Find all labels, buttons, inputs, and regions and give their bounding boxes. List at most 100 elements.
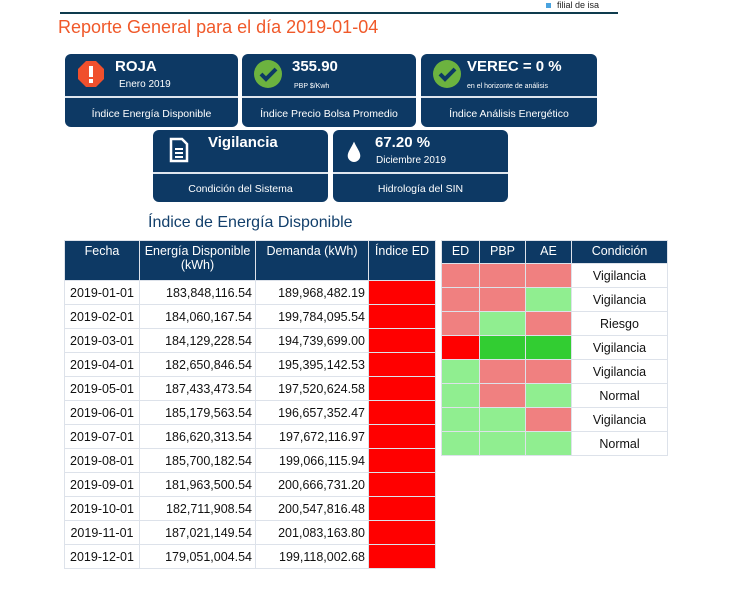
energia-cell: 183,848,116.54	[139, 280, 256, 305]
indice-ed-cell	[368, 448, 436, 473]
pbp-status-cell	[479, 263, 526, 288]
table-row: Vigilancia	[441, 359, 668, 384]
energia-cell: 187,433,473.54	[139, 376, 256, 401]
fecha-cell: 2019-03-01	[64, 328, 140, 353]
condition-table: ED PBP AE Condición Vigilancia Vigilancia…	[441, 240, 668, 456]
ed-status-cell	[441, 407, 480, 432]
card-precio-bolsa[interactable]: 355.90 PBP $/Kwh Índice Precio Bolsa Pro…	[242, 54, 416, 127]
demanda-cell: 200,547,816.48	[255, 496, 369, 521]
check-circle-icon	[254, 60, 282, 88]
indice-ed-cell	[368, 304, 436, 329]
card-condicion-sistema[interactable]: Vigilancia Condición del Sistema	[153, 130, 328, 202]
table-row: Riesgo	[441, 311, 668, 336]
table-row: 2019-09-01 181,963,500.54 200,666,731.20	[64, 472, 436, 497]
energia-cell: 187,021,149.54	[139, 520, 256, 545]
table-row: Normal	[441, 383, 668, 408]
indice-ed-cell	[368, 376, 436, 401]
table-row: Vigilancia	[441, 263, 668, 288]
ed-status-cell	[441, 311, 480, 336]
energia-cell: 182,711,908.54	[139, 496, 256, 521]
fecha-cell: 2019-01-01	[64, 280, 140, 305]
table-row: 2019-11-01 187,021,149.54 201,083,163.80	[64, 520, 436, 545]
table-row: Vigilancia	[441, 335, 668, 360]
energy-table: Fecha Energía Disponible (kWh) Demanda (…	[64, 240, 436, 569]
demanda-cell: 200,666,731.20	[255, 472, 369, 497]
condicion-cell: Vigilancia	[571, 407, 668, 432]
indice-ed-cell	[368, 544, 436, 569]
indice-ed-cell	[368, 328, 436, 353]
ed-status-cell	[441, 383, 480, 408]
table-row: 2019-06-01 185,179,563.54 196,657,352.47	[64, 400, 436, 425]
demanda-cell: 199,118,002.68	[255, 544, 369, 569]
demanda-cell: 196,657,352.47	[255, 400, 369, 425]
col-demanda: Demanda (kWh)	[255, 240, 369, 281]
card-label: Condición del Sistema	[188, 183, 293, 195]
pbp-status-cell	[479, 431, 526, 456]
table-row: 2019-05-01 187,433,473.54 197,520,624.58	[64, 376, 436, 401]
ae-status-cell	[525, 383, 572, 408]
pbp-status-cell	[479, 311, 526, 336]
ed-status-cell	[441, 287, 480, 312]
table-row: 2019-04-01 182,650,846.54 195,395,142.53	[64, 352, 436, 377]
card-label: Hidrología del SIN	[377, 183, 464, 195]
ed-status-cell	[441, 431, 480, 456]
card-hidrologia[interactable]: 67.20 % Diciembre 2019 Hidrología del SI…	[333, 130, 508, 202]
pbp-status-cell	[479, 407, 526, 432]
pbp-status-cell	[479, 335, 526, 360]
col-pbp: PBP	[479, 240, 526, 264]
energia-cell: 184,060,167.54	[139, 304, 256, 329]
document-icon	[169, 137, 189, 163]
ae-status-cell	[525, 359, 572, 384]
fecha-cell: 2019-12-01	[64, 544, 140, 569]
condicion-cell: Vigilancia	[571, 359, 668, 384]
ae-status-cell	[525, 311, 572, 336]
energia-cell: 182,650,846.54	[139, 352, 256, 377]
fecha-cell: 2019-11-01	[64, 520, 140, 545]
energia-cell: 186,620,313.54	[139, 424, 256, 449]
col-ed: ED	[441, 240, 480, 264]
card-sub: Diciembre 2019	[376, 155, 447, 166]
ae-status-cell	[525, 431, 572, 456]
fecha-cell: 2019-10-01	[64, 496, 140, 521]
card-energia-disponible[interactable]: ROJA Enero 2019 Índice Energía Disponibl…	[65, 54, 238, 127]
card-value: Vigilancia	[208, 134, 278, 151]
col-indice-ed: Índice ED	[368, 240, 436, 281]
card-value: 355.90	[292, 58, 338, 75]
brand-note: filial de isa	[546, 0, 599, 10]
demanda-cell: 189,968,482.19	[255, 280, 369, 305]
indice-ed-cell	[368, 472, 436, 497]
alert-octagon-icon	[78, 61, 104, 87]
indice-ed-cell	[368, 352, 436, 377]
card-value: ROJA	[115, 58, 157, 75]
condicion-cell: Riesgo	[571, 311, 668, 336]
energia-cell: 185,700,182.54	[139, 448, 256, 473]
condicion-cell: Vigilancia	[571, 263, 668, 288]
energia-cell: 184,129,228.54	[139, 328, 256, 353]
indice-ed-cell	[368, 496, 436, 521]
indice-ed-cell	[368, 400, 436, 425]
header-divider	[60, 12, 618, 14]
pbp-status-cell	[479, 359, 526, 384]
card-analisis-energetico[interactable]: VEREC = 0 % en el horizonte de análisis …	[421, 54, 597, 127]
demanda-cell: 199,784,095.54	[255, 304, 369, 329]
ae-status-cell	[525, 263, 572, 288]
fecha-cell: 2019-09-01	[64, 472, 140, 497]
table-row: 2019-08-01 185,700,182.54 199,066,115.94	[64, 448, 436, 473]
fecha-cell: 2019-04-01	[64, 352, 140, 377]
page-title: Reporte General para el día 2019-01-04	[58, 17, 379, 37]
ed-status-cell	[441, 359, 480, 384]
table-row: 2019-02-01 184,060,167.54 199,784,095.54	[64, 304, 436, 329]
brand-square-icon	[546, 2, 551, 8]
col-fecha: Fecha	[64, 240, 140, 281]
demanda-cell: 197,520,624.58	[255, 376, 369, 401]
table-row: Normal	[441, 431, 668, 456]
pbp-status-cell	[479, 287, 526, 312]
condicion-cell: Normal	[571, 383, 668, 408]
table-row: Vigilancia	[441, 407, 668, 432]
fecha-cell: 2019-07-01	[64, 424, 140, 449]
demanda-cell: 197,672,116.97	[255, 424, 369, 449]
indice-ed-cell	[368, 424, 436, 449]
col-ae: AE	[525, 240, 572, 264]
demanda-cell: 195,395,142.53	[255, 352, 369, 377]
ae-status-cell	[525, 335, 572, 360]
